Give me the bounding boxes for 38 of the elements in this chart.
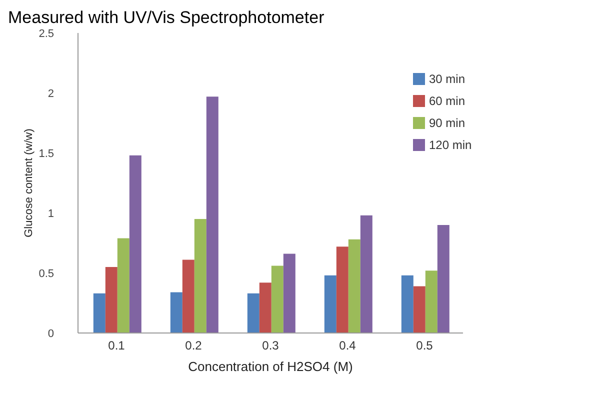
bar [360, 215, 372, 333]
chart-title: Measured with UV/Vis Spectrophotometer [8, 8, 326, 28]
legend-label: 60 min [429, 94, 466, 108]
bar [247, 293, 260, 333]
bar [324, 275, 336, 333]
x-tick-label: 0.3 [262, 338, 280, 353]
x-axis-title: Concentration of H2SO4 (M) [188, 359, 353, 374]
legend-label: 30 min [429, 72, 466, 86]
bar [206, 96, 218, 333]
y-tick-label: 1.5 [38, 148, 54, 160]
bar [129, 155, 142, 333]
bar [194, 219, 206, 333]
bar [117, 238, 130, 333]
bar [182, 260, 194, 333]
legend-label: 90 min [429, 116, 466, 130]
y-tick-label: 2 [48, 88, 54, 100]
bar [105, 267, 118, 333]
legend-label: 120 min [429, 138, 472, 152]
x-tick-label: 0.1 [108, 338, 126, 353]
y-axis-title: Glucose content (w/w) [22, 128, 35, 238]
x-tick-label: 0.5 [416, 338, 434, 353]
bar [425, 270, 438, 333]
y-tick-label: 2.5 [38, 28, 54, 40]
bar [271, 266, 284, 333]
y-tick-label: 1 [48, 208, 54, 220]
x-tick-label: 0.4 [339, 338, 356, 353]
bar [401, 275, 414, 333]
bar [437, 225, 450, 333]
y-tick-label: 0.5 [38, 268, 54, 280]
x-tick-label: 0.2 [185, 338, 202, 353]
bar [259, 282, 272, 333]
bar [283, 254, 296, 333]
bar [336, 246, 348, 333]
bar [413, 286, 426, 333]
bar [348, 239, 360, 333]
bar [93, 293, 106, 333]
bar [170, 292, 182, 333]
y-tick-label: 0 [48, 328, 54, 340]
